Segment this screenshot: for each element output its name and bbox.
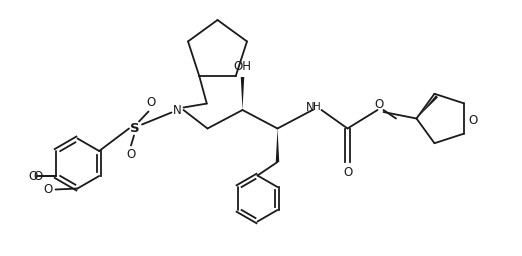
Text: O: O [126,148,136,161]
Text: O: O [33,169,43,183]
Text: O: O [468,114,477,127]
Text: OH: OH [233,59,252,72]
Text: N: N [173,103,182,116]
Text: N: N [305,101,314,114]
Text: O: O [146,96,156,109]
Text: O: O [43,183,53,196]
Polygon shape [241,77,244,110]
Polygon shape [276,129,279,162]
Text: O: O [374,98,384,111]
Text: S: S [130,122,140,135]
Text: O: O [343,165,352,178]
Text: H: H [313,102,321,112]
Polygon shape [417,95,438,119]
Text: O: O [29,169,38,183]
